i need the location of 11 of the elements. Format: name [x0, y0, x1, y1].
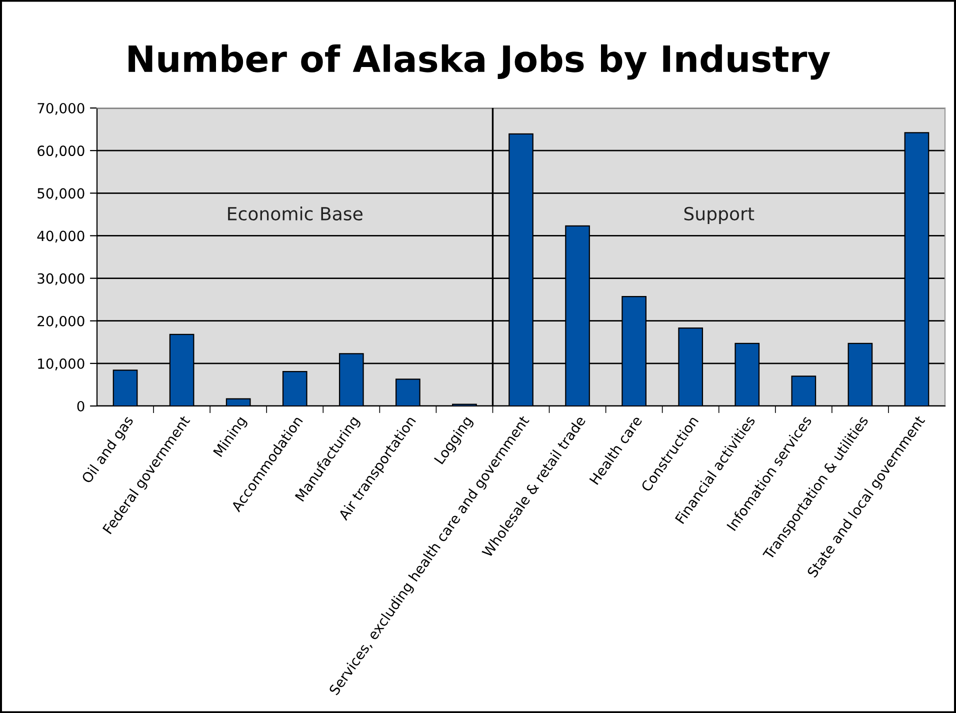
y-tick-label: 30,000 — [38, 273, 84, 286]
y-tick-label: 50,000 — [38, 188, 84, 200]
y-tick-label: 40,000 — [37, 230, 84, 243]
y-tick-label: 10,000 — [38, 358, 84, 370]
y-tick-label: 70,000 — [38, 102, 84, 115]
y-tick-label: 20,000 — [38, 316, 84, 328]
y-tick-label: 0 — [77, 400, 84, 412]
chart-title: Number of Alaska Jobs by Industry — [128, 44, 830, 80]
annotation: Support — [684, 206, 754, 224]
annotation: Economic Base — [228, 206, 362, 221]
y-tick-label: 60,000 — [38, 146, 84, 158]
